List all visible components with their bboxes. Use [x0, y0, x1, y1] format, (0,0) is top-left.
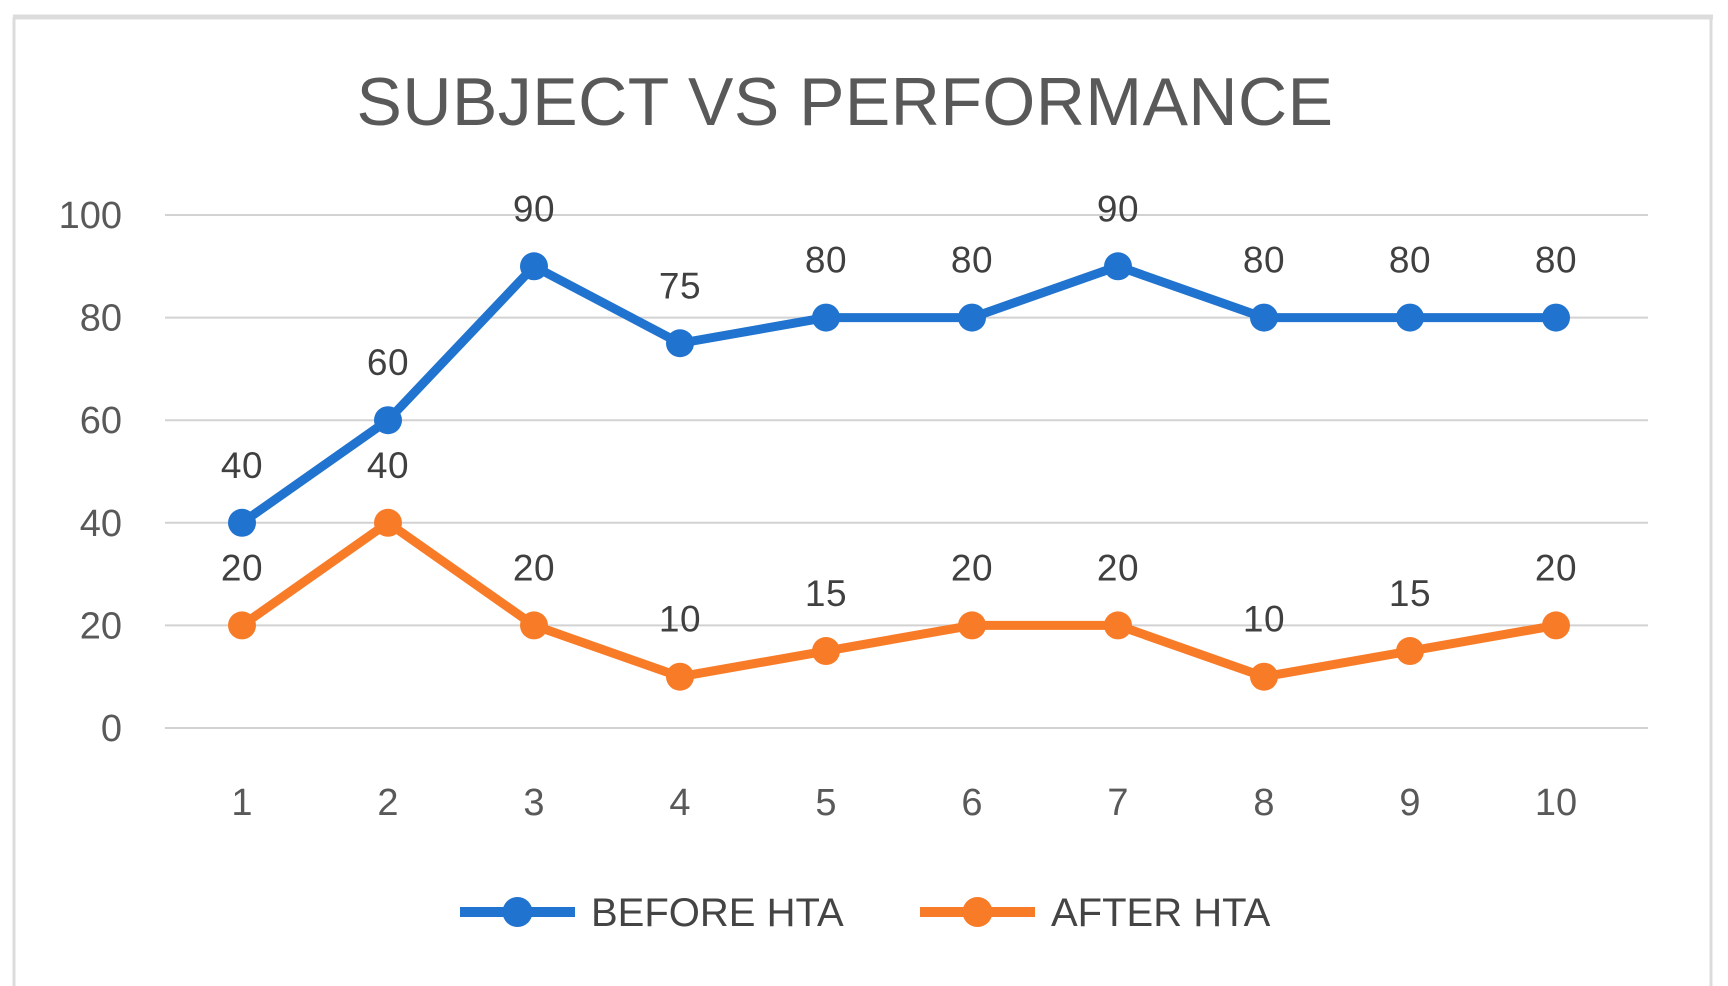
x-axis-tick-label: 6 [961, 782, 982, 824]
data-label-after-hta: 40 [367, 445, 409, 486]
x-axis-tick-label: 8 [1253, 782, 1274, 824]
data-point-after-hta [1104, 611, 1132, 640]
data-label-after-hta: 15 [805, 573, 847, 614]
series-plot-area [228, 252, 1570, 691]
y-axis-tick-label: 80 [80, 298, 122, 340]
legend-swatch-marker-after-hta [962, 897, 993, 927]
data-label-before-hta: 80 [1535, 240, 1577, 281]
data-point-before-hta [228, 508, 256, 537]
series-line-after-hta [237, 518, 1561, 682]
data-label-after-hta: 10 [1243, 599, 1285, 640]
data-point-before-hta [1542, 303, 1570, 332]
data-label-before-hta: 80 [805, 240, 847, 281]
x-axis-tick-label: 4 [669, 782, 690, 824]
data-label-before-hta: 75 [659, 265, 701, 306]
data-label-after-hta: 20 [513, 547, 555, 588]
chart-title: SUBJECT VS PERFORMANCE [356, 64, 1333, 140]
legend: BEFORE HTA AFTER HTA [460, 891, 1271, 935]
y-axis-tick-label: 100 [59, 195, 122, 237]
y-axis-tick-label: 0 [101, 708, 122, 750]
data-point-before-hta [520, 252, 548, 281]
y-axis-tick-labels: 0 20 40 60 80 100 [59, 195, 122, 750]
x-axis-tick-label: 5 [815, 782, 836, 824]
y-axis-tick-label: 60 [80, 400, 122, 442]
data-label-before-hta: 40 [221, 445, 263, 486]
x-axis-tick-label: 2 [377, 782, 398, 824]
x-axis-tick-label: 10 [1535, 782, 1577, 824]
data-label-after-hta: 20 [1097, 547, 1139, 588]
data-point-before-hta [958, 303, 986, 332]
data-point-after-hta [958, 611, 986, 640]
data-labels: 40 60 90 75 80 80 90 80 80 80 20 40 20 10 15 20 20 10 15 20 [221, 188, 1577, 639]
data-point-after-hta [666, 662, 694, 691]
legend-label-before-hta: BEFORE HTA [591, 891, 844, 935]
chart-border [12, 14, 1713, 986]
legend-label-after-hta: AFTER HTA [1051, 891, 1271, 935]
data-label-before-hta: 60 [367, 342, 409, 383]
legend-swatch-marker-before-hta [502, 897, 533, 927]
gridlines [165, 214, 1648, 729]
data-point-after-hta [1250, 662, 1278, 691]
data-point-before-hta [1396, 303, 1424, 332]
data-point-after-hta [1542, 611, 1570, 640]
x-axis-tick-labels: 1 2 3 4 5 6 7 8 9 10 [231, 782, 1577, 824]
y-axis-tick-label: 20 [80, 605, 122, 647]
data-point-after-hta [374, 508, 402, 537]
data-point-before-hta [374, 406, 402, 435]
data-label-before-hta: 80 [951, 240, 993, 281]
x-axis-tick-label: 7 [1107, 782, 1128, 824]
data-point-before-hta [1104, 252, 1132, 281]
data-label-after-hta: 20 [1535, 547, 1577, 588]
data-point-before-hta [1250, 303, 1278, 332]
data-label-after-hta: 20 [221, 547, 263, 588]
data-point-after-hta [228, 611, 256, 640]
data-label-before-hta: 90 [513, 188, 555, 229]
data-label-after-hta: 10 [659, 599, 701, 640]
data-point-after-hta [520, 611, 548, 640]
data-label-before-hta: 90 [1097, 188, 1139, 229]
data-label-before-hta: 80 [1243, 240, 1285, 281]
series-line-before-hta [237, 261, 1561, 528]
data-point-before-hta [666, 329, 694, 358]
data-label-before-hta: 80 [1389, 240, 1431, 281]
data-point-after-hta [812, 637, 840, 666]
y-axis-tick-label: 40 [80, 503, 122, 545]
data-label-after-hta: 15 [1389, 573, 1431, 614]
x-axis-tick-label: 9 [1399, 782, 1420, 824]
x-axis-tick-label: 3 [523, 782, 544, 824]
data-point-after-hta [1396, 637, 1424, 666]
x-axis-tick-label: 1 [231, 782, 252, 824]
data-label-after-hta: 20 [951, 547, 993, 588]
data-point-before-hta [812, 303, 840, 332]
